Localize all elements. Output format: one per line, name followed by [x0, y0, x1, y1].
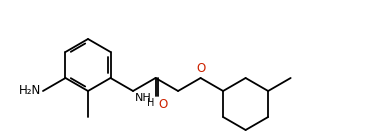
Text: H: H	[147, 98, 154, 108]
Text: O: O	[158, 98, 168, 111]
Text: NH: NH	[135, 93, 152, 103]
Text: H₂N: H₂N	[19, 83, 41, 97]
Text: O: O	[196, 62, 205, 75]
